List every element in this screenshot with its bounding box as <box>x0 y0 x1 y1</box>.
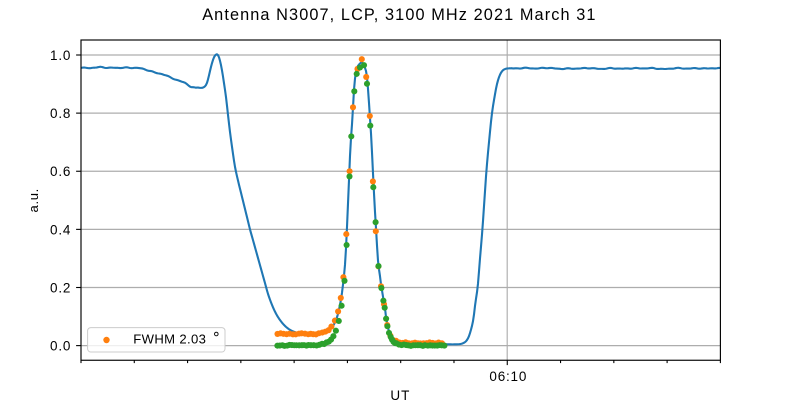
svg-text:UT: UT <box>390 388 410 400</box>
svg-text:06:10: 06:10 <box>489 369 527 384</box>
svg-text:FWHM 2.03: FWHM 2.03 <box>133 331 206 346</box>
svg-text:1.0: 1.0 <box>50 48 71 63</box>
svg-text:0.6: 0.6 <box>50 164 71 179</box>
svg-text:0.0: 0.0 <box>50 339 71 354</box>
svg-text:0.4: 0.4 <box>50 222 71 237</box>
svg-text:0.8: 0.8 <box>50 106 71 121</box>
svg-text:Antenna N3007, LCP, 3100 MHz 2: Antenna N3007, LCP, 3100 MHz 2021 March … <box>202 6 596 24</box>
svg-text:a.u.: a.u. <box>26 188 41 212</box>
svg-text:0.2: 0.2 <box>50 280 71 295</box>
